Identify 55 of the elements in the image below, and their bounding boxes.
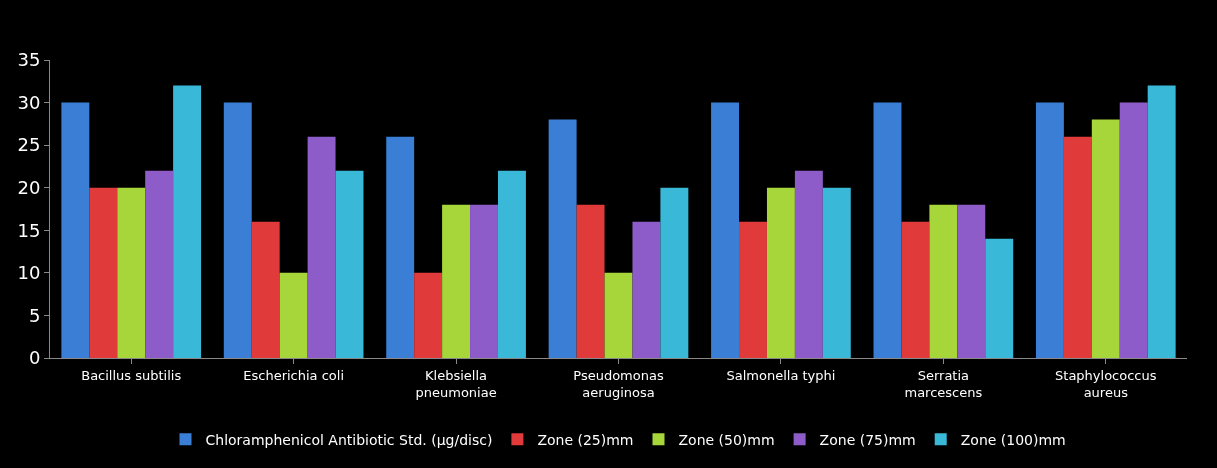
x-tick-label: Klebsiella pneumoniae bbox=[415, 367, 497, 400]
bar bbox=[1091, 119, 1120, 358]
bar bbox=[335, 170, 364, 358]
y-tick-label: 5 bbox=[28, 304, 41, 326]
legend-label: Zone (75)mm bbox=[819, 431, 916, 448]
bar bbox=[711, 102, 740, 358]
bar bbox=[470, 204, 498, 358]
x-tick-label: Staphylococcus aureus bbox=[1055, 367, 1157, 400]
bar bbox=[548, 119, 577, 358]
bar bbox=[442, 204, 471, 358]
x-tick-label: Serratia marcescens bbox=[904, 367, 983, 400]
bar bbox=[632, 221, 661, 358]
bar bbox=[901, 221, 930, 358]
bar bbox=[173, 85, 202, 358]
bar bbox=[604, 272, 633, 358]
bar bbox=[497, 170, 526, 358]
bar bbox=[89, 187, 118, 358]
bar bbox=[766, 187, 795, 358]
y-tick-label: 30 bbox=[17, 91, 41, 113]
bar bbox=[873, 102, 902, 358]
x-tick-label: Escherichia coli bbox=[243, 367, 345, 383]
y-tick-label: 15 bbox=[17, 219, 41, 241]
bar bbox=[61, 102, 90, 358]
bar bbox=[1119, 102, 1148, 358]
bar bbox=[1035, 102, 1064, 358]
bar bbox=[414, 272, 443, 358]
legend-label: Chloramphenicol Antibiotic Std. (µg/disc) bbox=[205, 431, 493, 448]
bar bbox=[794, 170, 823, 358]
bar bbox=[251, 221, 280, 358]
bar bbox=[145, 170, 174, 358]
x-tick-label: Bacillus subtilis bbox=[81, 367, 182, 383]
bar bbox=[957, 204, 986, 358]
bar bbox=[660, 187, 689, 358]
bar bbox=[576, 204, 605, 358]
y-tick-label: 10 bbox=[17, 262, 41, 284]
y-tick-label: 0 bbox=[28, 347, 41, 369]
y-tick-label: 35 bbox=[17, 49, 41, 71]
legend-label: Zone (50)mm bbox=[678, 431, 775, 448]
bar bbox=[386, 136, 415, 358]
bar bbox=[223, 102, 252, 358]
bar bbox=[1147, 85, 1176, 358]
bar bbox=[307, 136, 336, 358]
x-tick-label: Pseudomonas aeruginosa bbox=[573, 367, 664, 400]
y-tick-label: 25 bbox=[17, 134, 41, 156]
bar bbox=[929, 204, 958, 358]
x-tick-label: Salmonella typhi bbox=[726, 367, 836, 383]
legend-label: Zone (100)mm bbox=[960, 431, 1066, 448]
bar bbox=[739, 221, 767, 358]
legend-label: Zone (25)mm bbox=[537, 431, 634, 448]
bar bbox=[985, 238, 1014, 358]
bar bbox=[279, 272, 308, 358]
bar bbox=[822, 187, 851, 358]
y-tick-label: 20 bbox=[17, 177, 41, 199]
bar bbox=[1063, 136, 1092, 358]
bar bbox=[117, 187, 146, 358]
